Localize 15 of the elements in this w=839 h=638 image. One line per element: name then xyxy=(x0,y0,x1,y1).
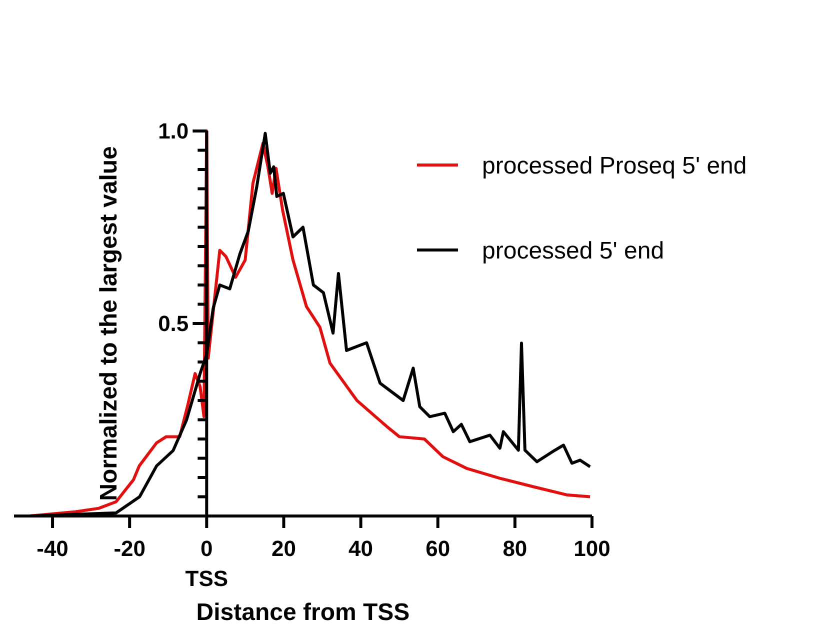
x-tick-label: -40 xyxy=(36,536,68,561)
x-tick-label: 100 xyxy=(574,536,610,561)
y-axis-title: Normalized to the largest value xyxy=(96,146,123,501)
x-axis-title: Distance from TSS xyxy=(196,599,410,626)
x-tick-label: 0 xyxy=(200,536,213,561)
legend-label: processed Proseq 5' end xyxy=(482,152,747,180)
x-tick-label: 60 xyxy=(426,536,450,561)
x-tick-label: -20 xyxy=(114,536,146,561)
text: TSS xyxy=(185,566,228,591)
x-tick-label: 40 xyxy=(348,536,374,561)
x-tick-label: 20 xyxy=(271,536,296,561)
x-tick-label: 80 xyxy=(502,536,528,561)
y-tick-label: 0.5 xyxy=(158,311,189,336)
legend-label: processed 5' end xyxy=(482,237,664,264)
y-tick-label: 1.0 xyxy=(158,118,189,144)
